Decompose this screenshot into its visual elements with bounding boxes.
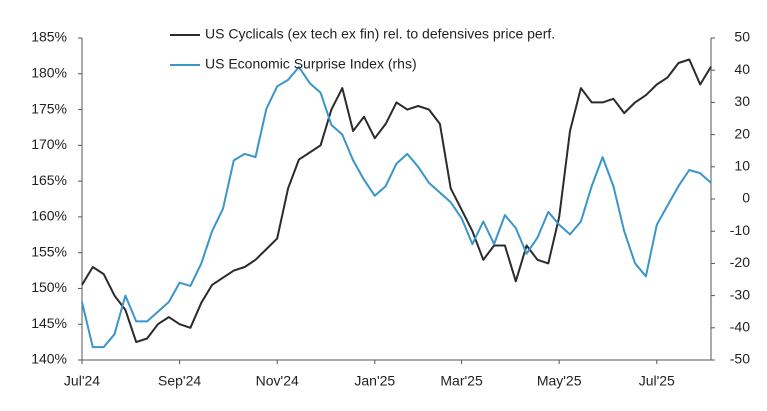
x-tick-label: Jul'25	[639, 373, 675, 389]
y-tick-label: 160%	[31, 208, 67, 224]
legend-label: US Cyclicals (ex tech ex fin) rel. to de…	[205, 26, 555, 42]
y2-tick-label: -50	[730, 351, 750, 367]
x-tick-label: Nov'24	[256, 373, 299, 389]
y2-tick-label: 50	[734, 29, 750, 45]
y2-tick-label: 40	[734, 61, 750, 77]
x-tick-label: Jul'24	[64, 373, 100, 389]
y2-tick-label: -20	[730, 254, 750, 270]
x-tick-label: Mar'25	[440, 373, 483, 389]
y2-tick-label: 30	[734, 93, 750, 109]
y2-tick-label: 20	[734, 125, 750, 141]
y2-tick-label: 0	[742, 190, 750, 206]
y-tick-label: 140%	[31, 351, 67, 367]
y-tick-label: 175%	[31, 100, 67, 116]
x-tick-label: Sep'24	[158, 373, 201, 389]
y-tick-label: 165%	[31, 172, 67, 188]
y-tick-label: 170%	[31, 136, 67, 152]
y-tick-label: 150%	[31, 279, 67, 295]
y-tick-label: 145%	[31, 315, 67, 331]
y2-tick-label: 10	[734, 158, 750, 174]
y2-tick-label: -40	[730, 319, 750, 335]
series-line	[81, 66, 712, 349]
y2-tick-label: -30	[730, 286, 750, 302]
y2-tick-label: -10	[730, 222, 750, 238]
legend-label: US Economic Surprise Index (rhs)	[205, 56, 417, 72]
y-tick-label: 185%	[31, 29, 67, 45]
y-tick-label: 155%	[31, 243, 67, 259]
x-tick-label: Jan'25	[354, 373, 395, 389]
x-tick-label: May'25	[537, 373, 582, 389]
series-line	[81, 58, 712, 344]
y-tick-label: 180%	[31, 64, 67, 80]
